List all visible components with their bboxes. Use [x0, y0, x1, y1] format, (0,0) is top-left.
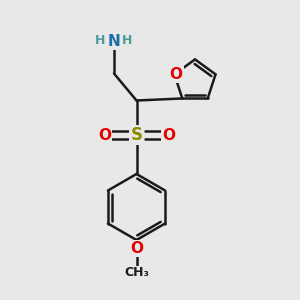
- Text: O: O: [130, 241, 143, 256]
- Text: N: N: [108, 34, 120, 50]
- Text: O: O: [169, 67, 182, 82]
- Text: H: H: [95, 34, 106, 47]
- Text: S: S: [130, 126, 142, 144]
- Text: O: O: [98, 128, 111, 142]
- Text: O: O: [162, 128, 175, 142]
- Text: H: H: [122, 34, 133, 47]
- Text: CH₃: CH₃: [124, 266, 149, 280]
